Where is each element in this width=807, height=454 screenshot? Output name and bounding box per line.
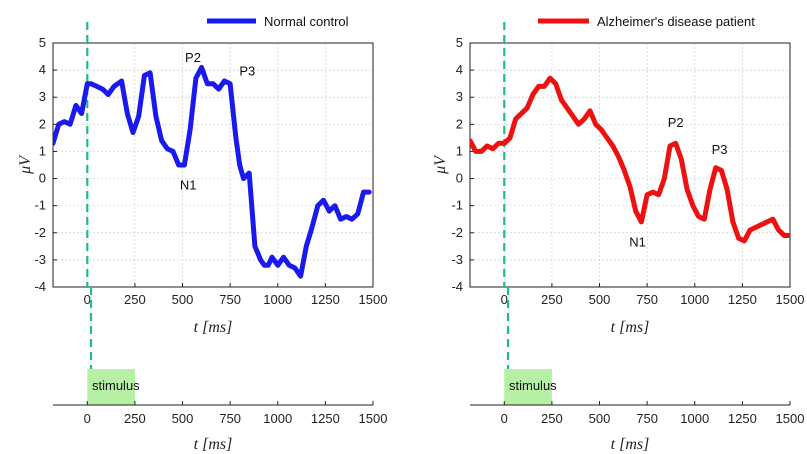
y-axis-ticks: -4 -3 -2 -1 0 1 2 3 4 5 xyxy=(451,35,474,294)
peak-label: N1 xyxy=(629,234,646,249)
timeline-tick-label: 750 xyxy=(636,411,658,426)
y-tick-label: 4 xyxy=(39,62,46,77)
x-tick-label: 1250 xyxy=(311,292,340,307)
plot-frame xyxy=(52,42,374,288)
y-tick-label: -1 xyxy=(34,198,46,213)
timeline-tick-label: 500 xyxy=(589,411,611,426)
timeline-tick-label: 0 xyxy=(84,411,91,426)
x-tick-label: 750 xyxy=(636,292,658,307)
x-tick-label: 500 xyxy=(172,292,194,307)
series xyxy=(470,75,790,244)
grid-lines xyxy=(53,42,374,288)
peak-label: P2 xyxy=(668,115,684,130)
y-tick-label: -4 xyxy=(34,279,46,294)
stimulus-label: stimulus xyxy=(92,378,140,393)
panel-alzheimers-patient: -4 -3 -2 -1 0 1 2 3 4 5 0 250 500 750 1000 1250 1500 P2… xyxy=(432,14,804,336)
x-tick-label: 250 xyxy=(124,292,146,307)
x-tick-label: 1000 xyxy=(263,292,292,307)
y-tick-label: -3 xyxy=(34,252,46,267)
x-tick-label: 1250 xyxy=(728,292,757,307)
y-axis-ticks: -4 -3 -2 -1 0 1 2 3 4 5 xyxy=(34,35,57,294)
x-axis-ticks: 0 250 500 750 1000 1250 1500 xyxy=(501,283,805,307)
stimulus-box xyxy=(504,369,552,405)
x-tick-label: 250 xyxy=(541,292,563,307)
timeline-tick-label: 1250 xyxy=(728,411,757,426)
y-tick-label: 5 xyxy=(39,35,46,50)
y-tick-label: -1 xyxy=(451,198,463,213)
series xyxy=(53,64,372,279)
peak-label: P2 xyxy=(185,50,201,65)
timeline-ticks: 0 250 500 750 1000 1250 1500 xyxy=(84,401,388,426)
y-tick-label: 5 xyxy=(456,35,463,50)
y-tick-label: 4 xyxy=(456,62,463,77)
x-tick-label: 1500 xyxy=(359,292,388,307)
timeline-x-label: t [ms] xyxy=(194,436,233,453)
legend: Normal control xyxy=(207,14,349,29)
legend-label: Alzheimer's disease patient xyxy=(597,14,755,29)
panel-normal-control: -4 -3 -2 -1 0 1 2 3 4 5 0 250 500 750 1000 1250 1500 P2… xyxy=(17,14,387,336)
series-line xyxy=(53,64,372,279)
legend: Alzheimer's disease patient xyxy=(538,14,755,29)
y-tick-label: 2 xyxy=(39,116,46,131)
y-tick-label: -2 xyxy=(451,225,463,240)
timeline-tick-label: 1000 xyxy=(680,411,709,426)
stimulus-box xyxy=(87,369,135,405)
y-tick-label: 3 xyxy=(456,89,463,104)
y-tick-label: 0 xyxy=(39,171,46,186)
y-axis-label: μV xyxy=(17,154,34,175)
plot-frame xyxy=(469,42,791,288)
timeline-tick-label: 750 xyxy=(219,411,241,426)
timeline-x-label: t [ms] xyxy=(611,436,650,453)
peak-label: P3 xyxy=(712,142,728,157)
x-tick-label: 0 xyxy=(501,292,508,307)
stimulus-timeline-left: stimulus 0 250 500 750 1000 1250 1500 t [ms] xyxy=(53,287,387,453)
timeline-tick-label: 1000 xyxy=(263,411,292,426)
y-tick-label: 0 xyxy=(456,171,463,186)
y-tick-label: -3 xyxy=(451,252,463,267)
stimulus-label: stimulus xyxy=(509,378,557,393)
y-tick-label: 3 xyxy=(39,89,46,104)
peak-label: P3 xyxy=(239,64,255,79)
timeline-tick-label: 1500 xyxy=(776,411,805,426)
peak-label: N1 xyxy=(180,177,197,192)
timeline-tick-label: 500 xyxy=(172,411,194,426)
x-axis-label: t [ms] xyxy=(194,319,233,336)
x-axis-ticks: 0 250 500 750 1000 1250 1500 xyxy=(84,283,388,307)
legend-label: Normal control xyxy=(264,14,349,29)
y-tick-label: 1 xyxy=(39,143,46,158)
x-tick-label: 0 xyxy=(84,292,91,307)
x-tick-label: 500 xyxy=(589,292,611,307)
x-tick-label: 1000 xyxy=(680,292,709,307)
annotations: P2 P3 N1 xyxy=(180,50,255,192)
grid-lines xyxy=(470,42,791,288)
y-tick-label: -2 xyxy=(34,225,46,240)
y-tick-label: -4 xyxy=(451,279,463,294)
x-tick-label: 750 xyxy=(219,292,241,307)
timeline-tick-label: 0 xyxy=(501,411,508,426)
timeline-tick-label: 250 xyxy=(124,411,146,426)
timeline-tick-label: 250 xyxy=(541,411,563,426)
x-tick-label: 1500 xyxy=(776,292,805,307)
timeline-tick-label: 1250 xyxy=(311,411,340,426)
y-axis-label: μV xyxy=(432,154,449,175)
x-axis-label: t [ms] xyxy=(611,319,650,336)
y-tick-label: 2 xyxy=(456,116,463,131)
stimulus-timeline-right: stimulus 0 250 500 750 1000 1250 1500 t [ms] xyxy=(470,287,804,453)
annotations: P2 P3 N1 xyxy=(629,115,727,249)
series-line xyxy=(470,75,790,244)
y-tick-label: 1 xyxy=(456,143,463,158)
timeline-tick-label: 1500 xyxy=(359,411,388,426)
timeline-ticks: 0 250 500 750 1000 1250 1500 xyxy=(501,401,805,426)
